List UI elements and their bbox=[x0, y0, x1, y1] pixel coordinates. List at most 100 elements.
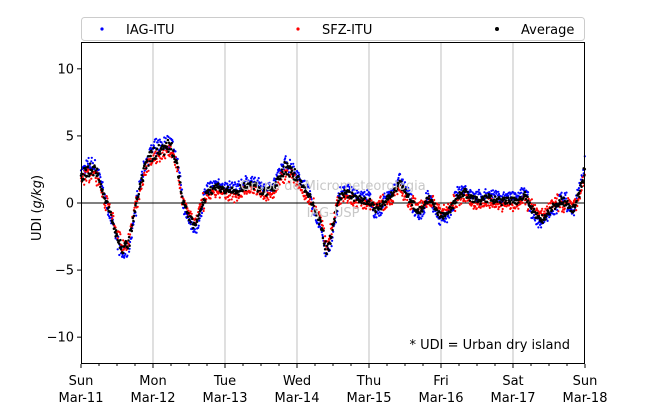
point-sfz-itu bbox=[149, 157, 152, 160]
legend-label-iag-itu: IAG-ITU bbox=[126, 23, 175, 38]
point-iag-itu bbox=[455, 191, 458, 194]
point-iag-itu bbox=[251, 175, 254, 178]
point-average bbox=[206, 190, 210, 194]
point-average bbox=[187, 211, 190, 215]
point-sfz-itu bbox=[145, 170, 148, 173]
point-sfz-itu bbox=[321, 224, 324, 227]
point-iag-itu bbox=[408, 189, 411, 192]
point-iag-itu bbox=[414, 213, 417, 216]
x-tick-weekday: Sun bbox=[573, 374, 598, 389]
point-average bbox=[379, 207, 383, 211]
point-sfz-itu bbox=[144, 173, 147, 176]
y-tick-label: 5 bbox=[66, 129, 74, 144]
point-average bbox=[449, 211, 452, 214]
point-average bbox=[97, 172, 100, 175]
point-iag-itu bbox=[432, 210, 435, 213]
point-sfz-itu bbox=[389, 203, 392, 206]
point-average bbox=[195, 220, 199, 223]
point-average bbox=[410, 203, 414, 207]
point-iag-itu bbox=[256, 179, 259, 182]
point-average bbox=[536, 211, 539, 215]
point-iag-itu bbox=[180, 188, 184, 191]
point-average bbox=[84, 166, 87, 170]
point-iag-itu bbox=[484, 188, 487, 191]
point-sfz-itu bbox=[224, 197, 227, 200]
point-iag-itu bbox=[217, 178, 220, 181]
point-iag-itu bbox=[306, 183, 309, 186]
point-average bbox=[167, 150, 170, 154]
point-sfz-itu bbox=[298, 186, 301, 190]
point-average bbox=[346, 196, 350, 199]
point-sfz-itu bbox=[447, 203, 450, 206]
point-sfz-itu bbox=[276, 188, 279, 191]
point-average bbox=[273, 186, 277, 190]
point-iag-itu bbox=[354, 192, 357, 195]
point-sfz-itu bbox=[466, 199, 469, 202]
point-average bbox=[441, 215, 445, 218]
point-iag-itu bbox=[198, 219, 201, 222]
point-average bbox=[311, 201, 315, 204]
point-average bbox=[282, 172, 286, 176]
point-average bbox=[523, 190, 527, 194]
x-tick-date: Mar-12 bbox=[131, 391, 176, 406]
point-average bbox=[137, 193, 141, 196]
point-sfz-itu bbox=[84, 170, 87, 173]
point-average bbox=[274, 181, 278, 184]
point-average bbox=[482, 198, 486, 201]
point-iag-itu bbox=[247, 179, 250, 182]
point-iag-itu bbox=[410, 193, 413, 196]
point-average bbox=[419, 205, 422, 209]
point-sfz-itu bbox=[164, 157, 167, 160]
point-average bbox=[559, 195, 563, 198]
point-iag-itu bbox=[86, 160, 89, 163]
point-sfz-itu bbox=[161, 151, 164, 154]
point-iag-itu bbox=[142, 160, 145, 163]
point-average bbox=[342, 195, 346, 199]
point-average bbox=[128, 244, 131, 248]
point-iag-itu bbox=[577, 187, 581, 190]
point-sfz-itu bbox=[567, 197, 570, 200]
point-average bbox=[134, 202, 138, 205]
point-average bbox=[383, 203, 387, 207]
data-points bbox=[79, 134, 587, 259]
point-sfz-itu bbox=[202, 209, 205, 213]
point-sfz-itu bbox=[158, 160, 161, 163]
point-sfz-itu bbox=[462, 197, 465, 201]
point-average bbox=[138, 187, 141, 191]
point-sfz-itu bbox=[501, 210, 504, 213]
point-average bbox=[286, 162, 289, 165]
point-iag-itu bbox=[353, 188, 356, 191]
point-average bbox=[500, 203, 503, 207]
point-average bbox=[531, 205, 534, 208]
point-average bbox=[300, 180, 303, 183]
point-iag-itu bbox=[139, 178, 142, 182]
point-iag-itu bbox=[292, 162, 295, 165]
point-average bbox=[572, 203, 575, 207]
point-sfz-itu bbox=[252, 192, 255, 195]
point-sfz-itu bbox=[561, 210, 564, 213]
point-average bbox=[524, 197, 528, 201]
point-sfz-itu bbox=[545, 205, 549, 208]
point-iag-itu bbox=[490, 192, 493, 196]
point-iag-itu bbox=[553, 213, 556, 216]
point-average bbox=[442, 217, 445, 220]
point-average bbox=[201, 201, 204, 204]
point-iag-itu bbox=[519, 188, 522, 191]
point-sfz-itu bbox=[160, 157, 164, 160]
point-average bbox=[94, 169, 97, 172]
point-iag-itu bbox=[537, 226, 540, 229]
point-iag-itu bbox=[483, 191, 486, 194]
point-average bbox=[194, 223, 198, 226]
point-sfz-itu bbox=[385, 206, 388, 209]
point-sfz-itu bbox=[116, 237, 119, 240]
point-average bbox=[208, 189, 212, 192]
point-average bbox=[505, 202, 509, 205]
point-iag-itu bbox=[374, 213, 377, 216]
point-iag-itu bbox=[382, 197, 385, 200]
point-average bbox=[510, 199, 513, 202]
point-iag-itu bbox=[572, 214, 576, 217]
point-average bbox=[378, 202, 381, 206]
point-sfz-itu bbox=[304, 194, 307, 197]
point-average bbox=[293, 168, 297, 171]
point-average bbox=[416, 208, 420, 211]
